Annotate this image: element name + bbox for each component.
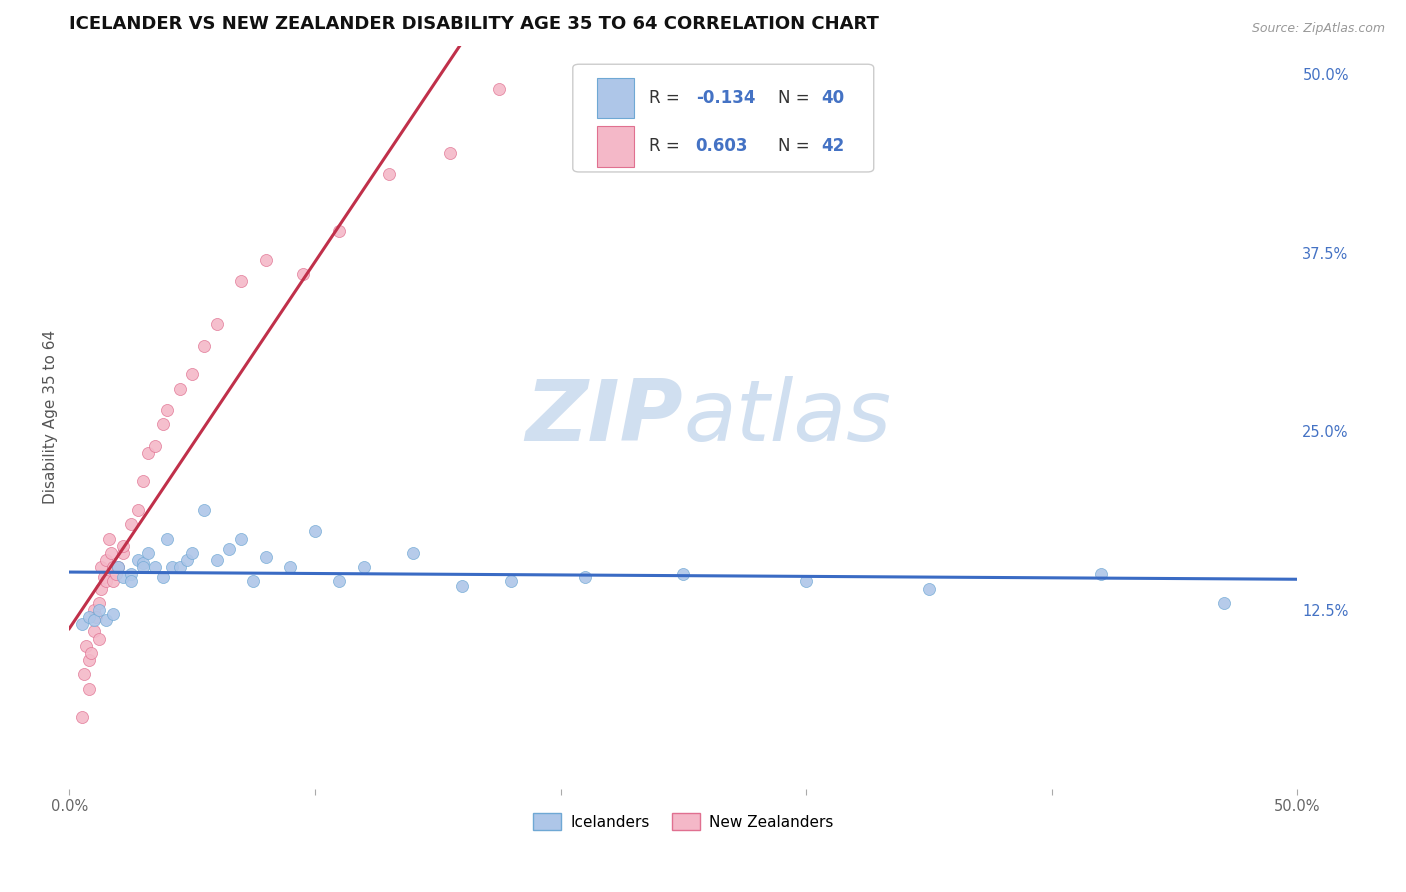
Point — [103, 607, 125, 622]
Point — [112, 570, 135, 584]
Point — [70, 710, 93, 724]
Point — [100, 546, 122, 560]
FancyBboxPatch shape — [572, 64, 873, 172]
Point — [107, 560, 129, 574]
Point — [127, 553, 149, 567]
Text: Source: ZipAtlas.com: Source: ZipAtlas.com — [1251, 22, 1385, 36]
Point — [672, 567, 695, 582]
Point — [353, 560, 375, 574]
Point — [205, 317, 228, 331]
Point — [103, 574, 125, 589]
Text: -0.134: -0.134 — [696, 89, 755, 107]
Point — [162, 560, 184, 574]
Point — [77, 610, 100, 624]
FancyBboxPatch shape — [598, 78, 634, 119]
Point — [169, 382, 191, 396]
Text: N =: N = — [778, 137, 815, 155]
Point — [205, 553, 228, 567]
Point — [94, 574, 117, 589]
Point — [103, 560, 125, 574]
Point — [97, 532, 120, 546]
Point — [501, 574, 523, 589]
Point — [242, 574, 264, 589]
Point — [1090, 567, 1112, 582]
Point — [156, 403, 179, 417]
Point — [136, 546, 159, 560]
Text: R =: R = — [650, 137, 685, 155]
Point — [152, 570, 174, 584]
Point — [291, 267, 314, 281]
Point — [218, 541, 240, 556]
Point — [83, 603, 105, 617]
Point — [439, 145, 461, 160]
Text: atlas: atlas — [683, 376, 891, 458]
Y-axis label: Disability Age 35 to 64: Disability Age 35 to 64 — [44, 330, 58, 504]
Point — [84, 610, 107, 624]
Point — [488, 81, 510, 95]
Text: 40: 40 — [821, 89, 844, 107]
Point — [231, 532, 253, 546]
Point — [169, 560, 191, 574]
Point — [87, 596, 110, 610]
Point — [136, 446, 159, 460]
Point — [143, 560, 166, 574]
Point — [254, 550, 277, 565]
Text: 42: 42 — [821, 137, 844, 155]
FancyBboxPatch shape — [598, 126, 634, 167]
Point — [83, 613, 105, 627]
Point — [73, 667, 96, 681]
Point — [918, 582, 941, 596]
Point — [328, 224, 350, 238]
Point — [87, 603, 110, 617]
Point — [193, 503, 215, 517]
Point — [794, 574, 817, 589]
Point — [193, 339, 215, 353]
Point — [402, 546, 425, 560]
Point — [83, 624, 105, 639]
Point — [93, 570, 115, 584]
Point — [112, 546, 135, 560]
Point — [304, 524, 326, 539]
Point — [377, 167, 399, 181]
Point — [176, 553, 198, 567]
Point — [1212, 596, 1234, 610]
Point — [231, 274, 253, 288]
Point — [77, 681, 100, 696]
Point — [132, 475, 155, 489]
Point — [120, 574, 142, 589]
Point — [120, 517, 142, 532]
Point — [120, 567, 142, 582]
Point — [70, 617, 93, 632]
Legend: Icelanders, New Zealanders: Icelanders, New Zealanders — [527, 806, 839, 837]
Point — [104, 567, 127, 582]
Text: 0.603: 0.603 — [696, 137, 748, 155]
Point — [156, 532, 179, 546]
Point — [278, 560, 301, 574]
Point — [451, 579, 474, 593]
Point — [574, 570, 596, 584]
Point — [75, 639, 97, 653]
Point — [90, 560, 112, 574]
Point — [94, 553, 117, 567]
Point — [112, 539, 135, 553]
Point — [80, 646, 103, 660]
Text: ZIP: ZIP — [526, 376, 683, 458]
Point — [132, 560, 155, 574]
Point — [132, 556, 155, 570]
Text: ICELANDER VS NEW ZEALANDER DISABILITY AGE 35 TO 64 CORRELATION CHART: ICELANDER VS NEW ZEALANDER DISABILITY AG… — [69, 15, 879, 33]
Point — [77, 653, 100, 667]
Point — [143, 439, 166, 453]
Point — [181, 368, 204, 382]
Point — [328, 574, 350, 589]
Point — [87, 632, 110, 646]
Point — [254, 252, 277, 267]
Point — [152, 417, 174, 432]
Text: R =: R = — [650, 89, 685, 107]
Point — [181, 546, 204, 560]
Point — [127, 503, 149, 517]
Point — [90, 582, 112, 596]
Point — [94, 613, 117, 627]
Point — [107, 560, 129, 574]
Text: N =: N = — [778, 89, 815, 107]
